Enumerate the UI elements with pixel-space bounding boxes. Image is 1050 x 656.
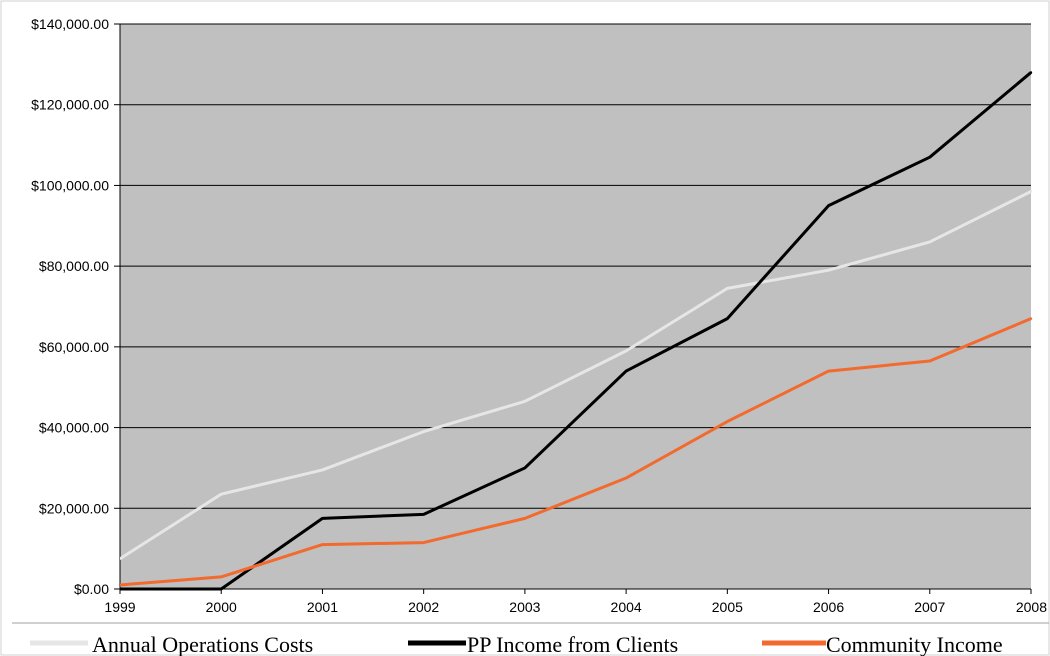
data-point-community-income <box>624 476 628 480</box>
x-tick-label: 2002 <box>408 599 439 615</box>
data-point-pp-income-from-clients <box>827 204 830 207</box>
x-tick-label: 2004 <box>611 599 642 615</box>
data-point-pp-income-from-clients <box>523 466 527 470</box>
data-point-pp-income-from-clients <box>220 587 223 591</box>
data-point-community-income <box>422 541 425 544</box>
data-point-community-income <box>928 359 931 363</box>
data-point-community-income <box>523 517 527 520</box>
data-point-community-income <box>827 369 830 373</box>
x-tick-label: 2008 <box>1016 599 1047 615</box>
data-point-pp-income-from-clients <box>321 517 324 520</box>
legend-label-community-income: Community Income <box>826 632 1003 656</box>
x-tick-label: 2001 <box>307 599 338 615</box>
data-point-annual-operations-costs <box>726 287 729 290</box>
gridlines <box>119 23 1031 590</box>
data-point-community-income <box>1029 317 1033 320</box>
data-point-annual-operations-costs <box>120 557 122 560</box>
data-point-pp-income-from-clients <box>928 155 931 159</box>
x-tick-label: 1999 <box>104 599 135 615</box>
series-lines <box>120 71 1033 591</box>
data-point-annual-operations-costs <box>422 430 425 433</box>
data-point-community-income <box>120 583 122 587</box>
y-tick-label: $80,000.00 <box>39 258 109 274</box>
legend-label-annual-operations-costs: Annual Operations Costs <box>92 632 313 656</box>
series-line-community-income <box>120 317 1032 587</box>
data-point-annual-operations-costs <box>624 349 628 353</box>
y-tick-label: $20,000.00 <box>39 500 109 516</box>
data-point-annual-operations-costs <box>220 492 223 496</box>
x-tick-label: 2006 <box>813 599 844 615</box>
data-point-annual-operations-costs <box>321 468 324 472</box>
y-tick-label: $40,000.00 <box>39 420 109 436</box>
y-tick-label: $120,000.00 <box>31 97 109 113</box>
series-line-pp-income-from-clients <box>120 71 1032 591</box>
data-point-pp-income-from-clients <box>120 587 122 591</box>
data-point-community-income <box>726 420 729 423</box>
x-tick-label: 2000 <box>206 599 237 615</box>
x-tick-label: 2007 <box>914 599 945 615</box>
data-point-pp-income-from-clients <box>422 513 425 516</box>
y-tick-label: $100,000.00 <box>31 177 109 193</box>
legend: Annual Operations Costs PP Income from Cl… <box>30 632 1003 656</box>
data-point-annual-operations-costs <box>928 240 931 244</box>
y-tick-label: $140,000.00 <box>31 16 109 32</box>
x-tick-label: 2003 <box>509 599 540 615</box>
y-tick-label: $0.00 <box>74 581 109 597</box>
data-point-pp-income-from-clients <box>1029 71 1033 74</box>
data-point-pp-income-from-clients <box>726 317 729 320</box>
legend-label-pp-income-from-clients: PP Income from Clients <box>467 632 678 656</box>
data-point-community-income <box>220 575 223 579</box>
data-point-annual-operations-costs <box>1029 190 1033 193</box>
data-point-annual-operations-costs <box>827 268 830 272</box>
data-point-annual-operations-costs <box>523 400 527 403</box>
plot-area <box>120 24 1031 589</box>
y-tick-label: $60,000.00 <box>39 339 109 355</box>
x-axis-ticks: 1999 2000 2001 2002 2003 2004 2005 2006 2007 2008 <box>104 589 1047 615</box>
x-tick-label: 2005 <box>712 599 743 615</box>
data-point-pp-income-from-clients <box>624 369 628 373</box>
series-line-annual-operations-costs <box>120 190 1032 560</box>
data-point-community-income <box>321 543 324 546</box>
y-axis-ticks: $0.00 $20,000.00 $40,000.00 $60,000.00 $80,0… <box>31 16 120 597</box>
